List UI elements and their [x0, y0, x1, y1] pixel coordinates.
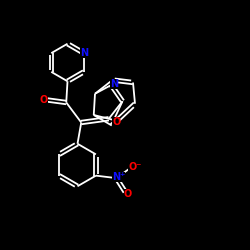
Text: O: O: [40, 95, 48, 105]
Text: O⁻: O⁻: [128, 162, 142, 172]
Text: N⁺: N⁺: [112, 172, 125, 182]
Text: O: O: [124, 190, 132, 200]
Text: N: N: [80, 48, 88, 58]
Text: O: O: [112, 118, 120, 128]
Text: N: N: [110, 79, 118, 89]
